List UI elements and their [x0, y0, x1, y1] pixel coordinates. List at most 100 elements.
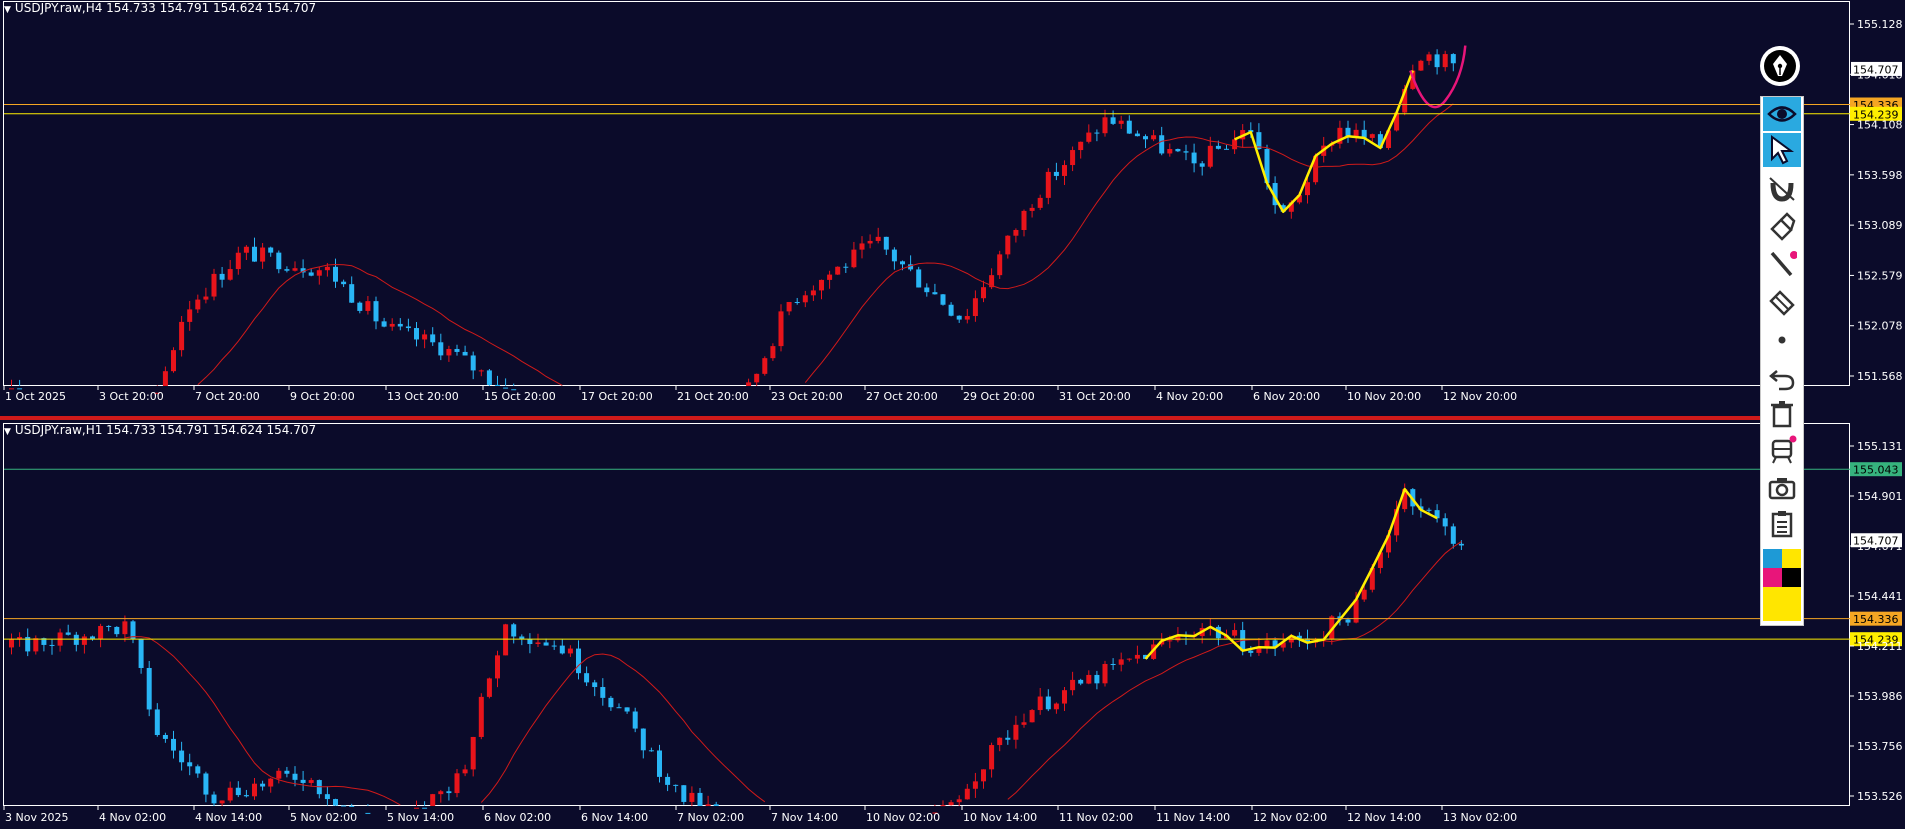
dot-icon	[1778, 336, 1786, 344]
candle-body	[1143, 136, 1148, 140]
candle-body	[308, 272, 314, 276]
candle-body	[65, 632, 71, 635]
candle-body	[981, 287, 986, 299]
candles	[9, 483, 1464, 814]
candle-body	[1305, 182, 1310, 196]
candle-body	[1199, 163, 1205, 167]
candle-body	[9, 388, 14, 390]
zigzag-drawing[interactable]	[1144, 487, 1438, 660]
candle-body	[179, 750, 185, 763]
point-size-button[interactable]	[1763, 323, 1801, 357]
candle-body	[1377, 552, 1383, 568]
candle-body	[316, 270, 322, 276]
price-tick-label: 153.526	[1857, 790, 1903, 803]
candle-body	[9, 639, 14, 648]
candle-body	[381, 321, 387, 327]
candle-body	[778, 311, 784, 347]
candle-body	[1248, 650, 1254, 653]
candle-body	[349, 805, 355, 807]
candle-body	[106, 625, 112, 627]
candle-body	[835, 266, 841, 275]
candle-body	[1386, 535, 1391, 553]
candle-body	[1232, 139, 1238, 150]
candle-body	[900, 261, 905, 265]
candle-body	[227, 269, 233, 280]
color-swatch-black[interactable]	[1782, 568, 1801, 587]
candle-body	[1013, 230, 1019, 236]
candle-body	[786, 301, 792, 312]
time-tick-label: 4 Nov 02:00	[99, 811, 166, 824]
color-swatch-blue[interactable]	[1763, 549, 1782, 568]
color-swatch-yellow[interactable]	[1782, 549, 1801, 568]
candle-body	[527, 639, 533, 645]
chart-panel-h4[interactable]: 154.336154.239155.128154.618154.108153.5…	[3, 1, 1903, 404]
drawing-tools-pen-button[interactable]	[1760, 46, 1800, 86]
candle-body	[997, 254, 1003, 276]
delete-all-button[interactable]	[1763, 397, 1801, 431]
candle-body	[243, 246, 249, 253]
candle-body	[1159, 135, 1165, 154]
price-tick-label: 155.128	[1857, 18, 1903, 31]
candle-body	[308, 780, 314, 783]
candle-body	[17, 636, 23, 640]
candle-body	[284, 269, 290, 271]
time-tick-label: 11 Nov 02:00	[1059, 811, 1133, 824]
candle-body	[794, 301, 800, 303]
candle-body	[511, 624, 517, 637]
candle-body	[98, 625, 104, 639]
candle-body	[883, 236, 889, 250]
screenshot-button[interactable]	[1763, 471, 1801, 505]
toggle-visibility-button[interactable]	[1763, 97, 1801, 131]
zigzag-drawing[interactable]	[1234, 70, 1414, 214]
candle-body	[1005, 235, 1011, 255]
candle-body	[333, 799, 338, 806]
candle-body	[681, 785, 687, 802]
eraser-tool-button[interactable]	[1763, 285, 1801, 319]
candle-body	[891, 249, 897, 262]
collapse-triangle-icon[interactable]: ▼	[4, 5, 11, 15]
clipboard-button[interactable]	[1763, 507, 1801, 541]
current-color-swatch[interactable]	[1763, 587, 1801, 621]
candle-body	[478, 696, 484, 737]
candle-body	[754, 373, 760, 383]
candle-body	[867, 240, 873, 244]
trash-icon	[1771, 401, 1793, 428]
candle-body	[114, 626, 120, 635]
candle-body	[414, 328, 419, 340]
time-tick-label: 15 Oct 20:00	[484, 390, 556, 403]
line-tool-button[interactable]	[1763, 247, 1801, 281]
candle-body	[810, 290, 816, 296]
candle-body	[122, 621, 128, 635]
projection-curve-drawing[interactable]	[1409, 45, 1467, 109]
time-tick-label: 21 Oct 20:00	[677, 390, 749, 403]
chart-panel-h1[interactable]: 155.043154.336154.239155.131154.901154.6…	[3, 423, 1903, 825]
price-tick-label: 154.441	[1857, 590, 1903, 603]
time-tick-label: 4 Nov 14:00	[195, 811, 262, 824]
moving-average-line	[1007, 541, 1462, 800]
cursor-tool-button[interactable]	[1763, 133, 1801, 167]
candle-body	[171, 350, 176, 372]
candle-body	[851, 249, 857, 268]
candle-body	[827, 274, 833, 280]
candle-body	[49, 644, 55, 646]
panel-separator[interactable]	[0, 416, 1760, 420]
undo-button[interactable]	[1763, 361, 1801, 395]
candle-body	[252, 246, 257, 262]
collapse-triangle-icon[interactable]: ▼	[4, 427, 11, 437]
candle-body	[1450, 54, 1456, 64]
brush-tool-button[interactable]	[1763, 209, 1801, 243]
template-button[interactable]	[1763, 433, 1801, 467]
candle-body	[964, 788, 970, 800]
magnet-tool-button[interactable]	[1763, 171, 1801, 205]
price-tick-label: 153.756	[1857, 740, 1903, 753]
candle-body	[592, 682, 598, 688]
eraser-icon	[1769, 290, 1795, 316]
time-tick-label: 13 Oct 20:00	[387, 390, 459, 403]
candle-body	[470, 355, 476, 371]
candle-body	[616, 707, 622, 709]
price-tick-label: 154.901	[1857, 490, 1903, 503]
color-swatch-magenta[interactable]	[1763, 568, 1782, 587]
candle-body	[584, 673, 590, 683]
time-tick-label: 6 Nov 20:00	[1253, 390, 1320, 403]
